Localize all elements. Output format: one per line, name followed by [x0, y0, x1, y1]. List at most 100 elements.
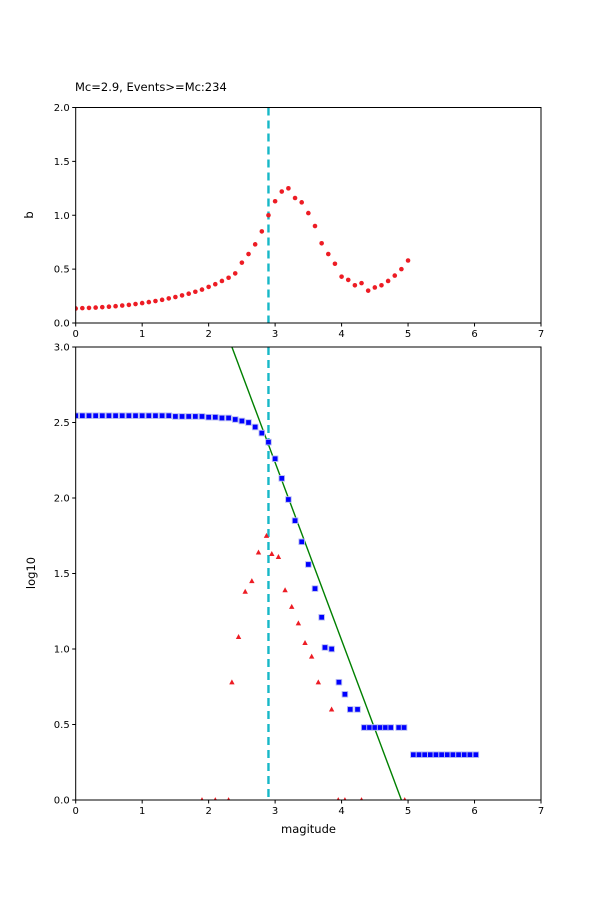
data-point-circle	[119, 303, 125, 308]
y-tick-label: 0.0	[54, 319, 70, 330]
data-point-square	[376, 724, 384, 731]
data-point-square	[466, 751, 474, 758]
data-point-circle	[206, 284, 211, 290]
data-point-square	[395, 724, 403, 731]
data-point-circle	[359, 280, 364, 286]
data-point-circle	[372, 285, 378, 290]
data-point-square	[158, 412, 166, 419]
data-point-circle	[392, 273, 398, 278]
data-point-square	[212, 413, 219, 421]
data-point-circle	[292, 195, 298, 201]
data-point-square	[382, 724, 389, 731]
data-point-square	[438, 751, 445, 758]
data-point-triangle	[255, 549, 262, 555]
x-tick-label: 6	[471, 806, 477, 817]
x-tick-label: 5	[405, 329, 411, 340]
data-point-square	[105, 412, 113, 419]
data-point-square	[258, 429, 266, 437]
data-point-circle	[352, 282, 358, 288]
data-point-circle	[93, 305, 98, 310]
subplot-frequency-magnitude: 0 1 2 3 4 5 6 7 0.0 0.5 1.0 1.5 2.0 2.5 3.0	[54, 343, 544, 818]
x-tick-label: 7	[538, 806, 544, 817]
data-point-square	[271, 455, 279, 462]
y-tick-label: 1.0	[54, 211, 70, 222]
y-tick-label: 3.0	[54, 343, 70, 354]
data-point-circle	[179, 293, 185, 298]
data-point-circle	[286, 186, 291, 191]
cumulative-event-counts-series	[75, 412, 480, 758]
data-point-circle	[226, 275, 231, 281]
data-point-circle	[405, 258, 411, 263]
data-point-square	[366, 724, 373, 731]
data-point-square	[285, 496, 292, 503]
data-point-circle	[193, 289, 198, 295]
data-point-triangle	[242, 588, 248, 594]
data-point-circle	[212, 281, 218, 287]
data-point-circle	[106, 304, 112, 310]
x-tick-label: 5	[405, 806, 411, 817]
data-point-square	[278, 475, 286, 482]
y-tick-label: 1.0	[54, 645, 70, 656]
data-point-circle	[186, 291, 192, 296]
data-point-square	[138, 412, 146, 419]
data-point-circle	[153, 298, 158, 304]
y-tick-label: 0.5	[54, 720, 70, 731]
data-point-square	[341, 691, 349, 698]
data-point-square	[311, 585, 319, 592]
x-tick-label: 3	[272, 329, 278, 340]
data-point-square	[85, 412, 93, 419]
data-point-triangle	[308, 653, 315, 659]
data-point-circle	[246, 251, 251, 257]
data-point-square	[444, 751, 451, 758]
data-point-circle	[239, 260, 245, 265]
data-point-circle	[379, 282, 384, 288]
data-point-circle	[113, 303, 118, 309]
data-point-square	[152, 412, 159, 419]
data-point-triangle	[282, 587, 288, 593]
data-point-circle	[232, 271, 238, 276]
data-point-triangle	[263, 532, 270, 538]
y-tick-label: 0.5	[54, 265, 70, 276]
data-point-square	[165, 412, 173, 419]
data-point-square	[118, 412, 126, 419]
data-point-circle	[199, 287, 205, 292]
data-point-square	[360, 724, 368, 731]
y-tick-label: 2.5	[54, 418, 70, 429]
data-point-square	[387, 724, 395, 731]
data-point-circle	[252, 242, 258, 247]
data-point-circle	[325, 251, 331, 257]
data-point-square	[291, 517, 299, 524]
x-tick-label: 4	[338, 806, 344, 817]
data-point-square	[145, 412, 153, 419]
data-point-square	[218, 414, 226, 422]
data-point-square	[92, 412, 99, 419]
subplot-b-value: 0 1 2 3 4 5 6 7 0.0 0.5 1.0 1.5 2.0	[54, 103, 544, 340]
data-point-square	[371, 724, 379, 731]
data-point-square	[79, 412, 86, 419]
axes-frame	[75, 346, 542, 801]
x-tick-label: 2	[205, 806, 211, 817]
data-point-square	[205, 413, 212, 421]
b-value-vs-cutoff-magnitude-series	[75, 186, 411, 311]
data-point-circle	[173, 294, 178, 300]
data-point-circle	[319, 240, 324, 246]
x-tick-label: 0	[73, 329, 79, 340]
data-point-triangle	[249, 578, 255, 584]
data-point-square	[298, 538, 305, 546]
data-point-square	[427, 751, 434, 758]
y-tick-label: 0.0	[54, 796, 70, 807]
x-tick-label: 3	[272, 806, 278, 817]
x-tick-label: 7	[538, 329, 544, 340]
plot-title: Mc=2.9, Events>=Mc:234	[75, 80, 227, 94]
y-tick-label: 1.5	[54, 569, 70, 580]
data-point-square	[421, 751, 428, 758]
data-point-square	[265, 438, 272, 446]
data-point-square	[172, 413, 179, 420]
data-point-square	[198, 413, 206, 420]
data-point-square	[305, 561, 312, 568]
data-point-square	[460, 751, 468, 758]
data-point-square	[346, 706, 354, 713]
data-point-circle	[365, 288, 371, 293]
